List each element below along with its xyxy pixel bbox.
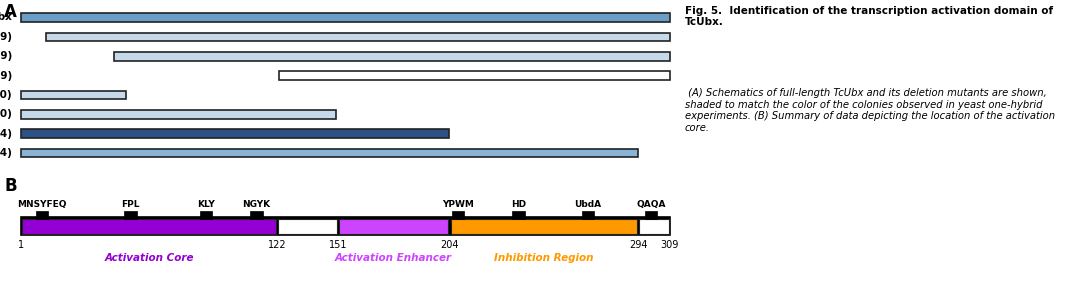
FancyBboxPatch shape: [640, 219, 669, 234]
FancyBboxPatch shape: [279, 71, 670, 80]
Text: Activation Core: Activation Core: [105, 253, 194, 263]
Text: HD: HD: [511, 200, 526, 209]
FancyBboxPatch shape: [250, 211, 262, 219]
Text: B: B: [4, 177, 17, 195]
Text: Tc(1-150): Tc(1-150): [0, 109, 13, 119]
FancyBboxPatch shape: [645, 211, 657, 219]
FancyBboxPatch shape: [46, 33, 670, 41]
FancyBboxPatch shape: [278, 219, 337, 234]
FancyBboxPatch shape: [21, 129, 449, 138]
Text: 1: 1: [18, 240, 25, 250]
FancyBboxPatch shape: [124, 211, 137, 219]
Text: MNSYFEQ: MNSYFEQ: [17, 200, 67, 209]
Text: UbdA: UbdA: [575, 200, 601, 209]
Text: Inhibition Region: Inhibition Region: [494, 253, 594, 263]
FancyBboxPatch shape: [113, 52, 670, 61]
Text: A: A: [4, 3, 17, 21]
Text: 294: 294: [629, 240, 647, 250]
Text: Tc(123-309): Tc(123-309): [0, 71, 13, 81]
Text: 151: 151: [328, 240, 348, 250]
Text: Tc(1-294): Tc(1-294): [0, 148, 13, 158]
Text: Fig. 5.  Identification of the transcription activation domain of TcUbx.: Fig. 5. Identification of the transcript…: [685, 6, 1053, 27]
FancyBboxPatch shape: [339, 219, 448, 234]
FancyBboxPatch shape: [21, 91, 126, 99]
Text: 122: 122: [268, 240, 287, 250]
Text: (A) Schematics of full-length TcUbx and its deletion mutants are shown, shaded t: (A) Schematics of full-length TcUbx and …: [685, 88, 1055, 133]
Text: Tc(44-309): Tc(44-309): [0, 51, 13, 61]
Text: FPL: FPL: [121, 200, 139, 209]
Text: NGYK: NGYK: [242, 200, 271, 209]
FancyBboxPatch shape: [21, 217, 670, 235]
Text: Activation Enhancer: Activation Enhancer: [334, 253, 452, 263]
Text: Tc(1-204): Tc(1-204): [0, 129, 13, 139]
FancyBboxPatch shape: [21, 13, 670, 22]
Text: 309: 309: [660, 240, 679, 250]
Text: Tc(1-50): Tc(1-50): [0, 90, 13, 100]
Text: KLY: KLY: [197, 200, 215, 209]
Text: TcUbx: TcUbx: [0, 13, 13, 23]
FancyBboxPatch shape: [582, 211, 594, 219]
FancyBboxPatch shape: [22, 219, 276, 234]
FancyBboxPatch shape: [200, 211, 212, 219]
Text: QAQA: QAQA: [637, 200, 666, 209]
Text: 204: 204: [440, 240, 459, 250]
Text: YPWM: YPWM: [442, 200, 474, 209]
FancyBboxPatch shape: [450, 219, 638, 234]
FancyBboxPatch shape: [513, 211, 525, 219]
FancyBboxPatch shape: [36, 211, 48, 219]
FancyBboxPatch shape: [21, 110, 336, 119]
FancyBboxPatch shape: [21, 149, 639, 157]
FancyBboxPatch shape: [452, 211, 464, 219]
Text: Tc(12-309): Tc(12-309): [0, 32, 13, 42]
